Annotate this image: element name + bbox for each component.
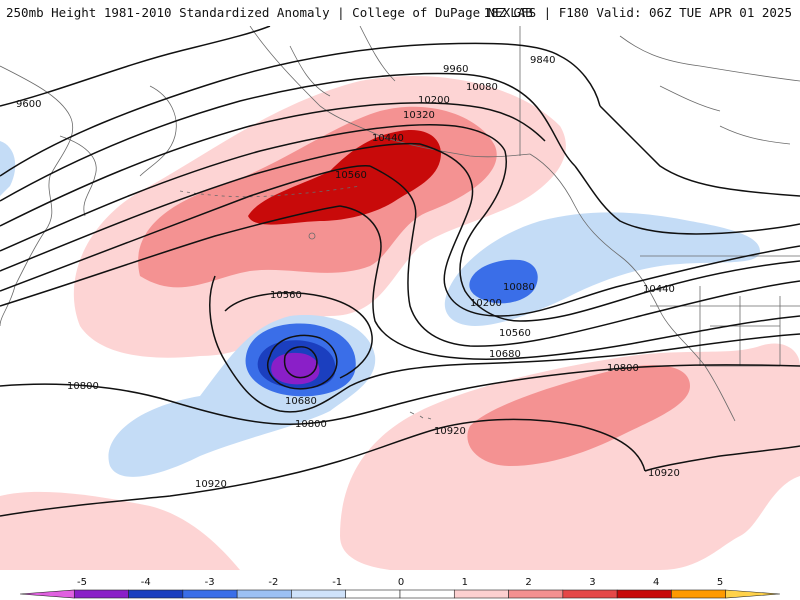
contour-label: 10680 <box>489 349 521 360</box>
colorbar-tick-label: -4 <box>141 577 151 588</box>
contour-label: 10560 <box>335 170 367 181</box>
colorbar-tick-label: 4 <box>653 577 659 588</box>
anomaly-plus1-subtropical <box>340 343 800 570</box>
colorbar-segment <box>128 589 184 599</box>
contour-label: 10920 <box>434 426 466 437</box>
colorbar-segment <box>236 589 292 599</box>
contour-label: 10200 <box>470 298 502 309</box>
model-run-info: 18Z GFS | F180 Valid: 06Z TUE APR 01 202… <box>483 5 792 20</box>
colorbar-tick-label: 0 <box>398 577 404 588</box>
colorbar-tick-label: 2 <box>525 577 531 588</box>
colorbar-tick-label: -1 <box>332 577 342 588</box>
contour-label: 9960 <box>443 64 468 75</box>
colorbar-tick-label: -3 <box>205 577 215 588</box>
colorbar-segment <box>671 589 727 599</box>
anomaly-plus1-southwest <box>0 491 240 570</box>
contour-label: 10200 <box>418 95 450 106</box>
contour-label: 9600 <box>16 99 41 110</box>
colorbar-segment <box>562 589 618 599</box>
height-contours <box>0 26 800 517</box>
contour-label: 10560 <box>499 328 531 339</box>
colorbar-segment <box>508 589 564 599</box>
map-title: 250mb Height 1981-2010 Standardized Anom… <box>6 5 533 20</box>
colorbar-segment <box>399 589 455 599</box>
contour-label: 10800 <box>295 419 327 430</box>
contour-label: 9840 <box>530 55 555 66</box>
colorbar-tick-label: -5 <box>77 577 87 588</box>
colorbar-ticks: -5 -4 -3 -2 -1 0 1 2 3 4 5 <box>77 577 723 588</box>
contour-label: 10440 <box>643 284 675 295</box>
colorbar-tick-label: 1 <box>462 577 468 588</box>
colorbar-segment <box>453 589 509 599</box>
contour-label: 10320 <box>403 110 435 121</box>
contour-label: 10800 <box>67 381 99 392</box>
anomaly-minus1-west-edge <box>0 141 16 196</box>
colorbar-segment <box>725 589 781 599</box>
anomaly-plus3-north-ridge <box>248 130 441 225</box>
contour-label: 10920 <box>648 468 680 479</box>
contour-label: 10080 <box>503 282 535 293</box>
colorbar-segment <box>73 589 129 599</box>
colorbar-segment <box>291 589 347 599</box>
contour-label: 10560 <box>270 290 302 301</box>
anomaly-plus2-subtropical <box>467 365 690 466</box>
colorbar-tick-label: 5 <box>717 577 723 588</box>
colorbar-tick-label: 3 <box>589 577 595 588</box>
negative-anomaly-shading <box>0 141 760 477</box>
anomaly-map: 9600 9840 9960 10080 10200 10320 10440 1… <box>0 26 800 570</box>
anomaly-minus2-coastal-trough <box>469 259 538 304</box>
contour-label: 10080 <box>466 82 498 93</box>
colorbar-segment <box>616 589 672 599</box>
colorbar-segment <box>345 589 401 599</box>
contour-label: 10680 <box>285 396 317 407</box>
anomaly-minus4-cutoff-low <box>271 352 320 385</box>
colorbar: -5 -4 -3 -2 -1 0 1 2 3 4 5 <box>0 570 800 600</box>
header: 250mb Height 1981-2010 Standardized Anom… <box>0 0 800 26</box>
colorbar-segments <box>19 589 781 599</box>
positive-anomaly-shading <box>0 76 800 570</box>
colorbar-tick-label: -2 <box>268 577 278 588</box>
contour-labels: 9600 9840 9960 10080 10200 10320 10440 1… <box>16 55 680 490</box>
colorbar-segment <box>182 589 238 599</box>
contour-label: 10800 <box>607 363 639 374</box>
contour-label: 10440 <box>372 133 404 144</box>
contour-label: 10920 <box>195 479 227 490</box>
